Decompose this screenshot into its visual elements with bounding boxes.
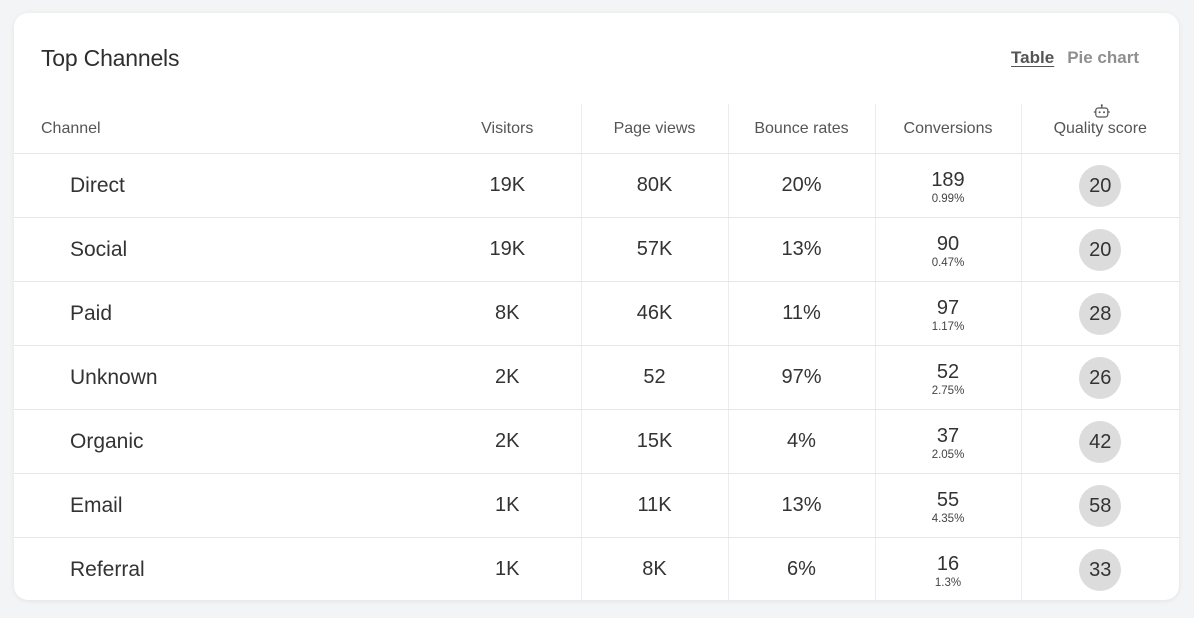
quality-score-cell: 42 [1020, 409, 1179, 474]
page-views-cell: 80K [580, 153, 728, 218]
conversions-cell: 97 1.17% [874, 281, 1021, 346]
conversion-rate: 1.17% [931, 320, 965, 333]
bounce-rate-cell: 97% [727, 345, 875, 410]
channel-name: Email [14, 473, 434, 538]
conversions-value: 189 [931, 168, 965, 191]
card-title: Top Channels [41, 45, 180, 71]
conversion-rate: 0.47% [931, 256, 965, 269]
page-views-cell: 15K [580, 409, 728, 474]
table-row[interactable]: Social 19K 57K 13% 90 0.47% 20 [14, 217, 1179, 282]
conversions-value: 90 [936, 232, 960, 255]
table-header-row: Channel Visitors Page views Bounce rates… [14, 104, 1179, 154]
robot-icon [1094, 104, 1111, 118]
header-visitors[interactable]: Visitors [434, 104, 581, 154]
table-row[interactable]: Organic 2K 15K 4% 37 2.05% 42 [14, 409, 1179, 474]
quality-score-badge: 33 [1079, 548, 1122, 591]
visitors-cell: 19K [434, 217, 581, 282]
header-quality-score[interactable]: Quality score [1020, 104, 1179, 154]
quality-score-cell: 33 [1020, 537, 1179, 600]
bounce-rate-cell: 13% [727, 473, 875, 538]
table-row[interactable]: Unknown 2K 52 97% 52 2.75% 26 [14, 345, 1179, 410]
bounce-rate-cell: 11% [727, 281, 875, 346]
channel-name: Paid [14, 281, 434, 346]
conversions-cell: 37 2.05% [874, 409, 1021, 474]
conversion-rate: 2.05% [931, 448, 965, 461]
quality-score-badge: 26 [1079, 356, 1122, 399]
conversions-cell: 55 4.35% [874, 473, 1021, 538]
channel-name: Organic [14, 409, 434, 474]
table-row[interactable]: Email 1K 11K 13% 55 4.35% 58 [14, 473, 1179, 538]
visitors-cell: 1K [495, 558, 520, 580]
quality-score-badge: 20 [1079, 164, 1122, 207]
conversions-value: 16 [936, 552, 960, 575]
conversions-cell: 189 0.99% [874, 153, 1021, 218]
header-channel[interactable]: Channel [14, 104, 434, 154]
page-views-cell: 8K [580, 537, 728, 600]
quality-score-badge: 58 [1079, 484, 1122, 527]
conversions-value: 52 [936, 360, 960, 383]
quality-score-cell: 58 [1020, 473, 1179, 538]
visitors-cell: 2K [434, 409, 581, 474]
top-channels-card: Top Channels Table Pie chart Channel Vis… [14, 13, 1179, 600]
conversions-value: 37 [936, 424, 960, 447]
channel-name: Social [14, 217, 434, 282]
quality-score-cell: 26 [1020, 345, 1179, 410]
bounce-rate-cell: 6% [727, 537, 875, 600]
quality-score-cell: 20 [1020, 217, 1179, 282]
conversion-rate: 0.99% [931, 192, 965, 205]
header-page-views[interactable]: Page views [580, 104, 728, 154]
conversions-value: 97 [936, 296, 960, 319]
visitors-cell: 8K [434, 281, 581, 346]
conversions-cell: 16 1.3% [874, 537, 1021, 600]
view-toggle: Table Pie chart [1011, 48, 1139, 68]
table-row[interactable]: Paid 8K 46K 11% 97 1.17% 28 [14, 281, 1179, 346]
table-row[interactable]: Referral 1K 8K 6% 16 1.3% 33 [14, 537, 1179, 600]
header-quality-score-label: Quality score [1053, 119, 1147, 137]
conversion-rate: 2.75% [931, 384, 965, 397]
bounce-rate-cell: 20% [727, 153, 875, 218]
table-row[interactable]: Direct 19K 80K 20% 189 0.99% 20 [14, 153, 1179, 218]
channel-name: Direct [14, 153, 434, 218]
header-bounce-rates[interactable]: Bounce rates [727, 104, 875, 154]
quality-score-badge: 20 [1079, 228, 1122, 271]
page-views-cell: 52 [580, 345, 728, 410]
bounce-rate-cell: 4% [727, 409, 875, 474]
conversion-rate: 4.35% [931, 512, 965, 525]
page-views-cell: 57K [580, 217, 728, 282]
visitors-cell: 19K [434, 153, 581, 218]
page-views-cell: 11K [580, 473, 728, 538]
channel-name: Referral [70, 557, 145, 581]
channels-table: Channel Visitors Page views Bounce rates… [14, 104, 1179, 600]
visitors-cell: 2K [434, 345, 581, 410]
quality-score-cell: 28 [1020, 281, 1179, 346]
conversions-cell: 90 0.47% [874, 217, 1021, 282]
page-views-cell: 46K [580, 281, 728, 346]
conversions-value: 55 [936, 488, 960, 511]
channel-name: Unknown [14, 345, 434, 410]
quality-score-cell: 20 [1020, 153, 1179, 218]
header-conversions[interactable]: Conversions [874, 104, 1021, 154]
quality-score-badge: 42 [1079, 420, 1122, 463]
conversion-rate: 1.3% [934, 576, 962, 589]
visitors-cell: 1K [434, 473, 581, 538]
bounce-rate-cell: 13% [727, 217, 875, 282]
quality-score-badge: 28 [1079, 292, 1122, 335]
conversions-cell: 52 2.75% [874, 345, 1021, 410]
pie-chart-view-tab[interactable]: Pie chart [1067, 48, 1139, 67]
table-view-tab[interactable]: Table [1011, 48, 1055, 67]
